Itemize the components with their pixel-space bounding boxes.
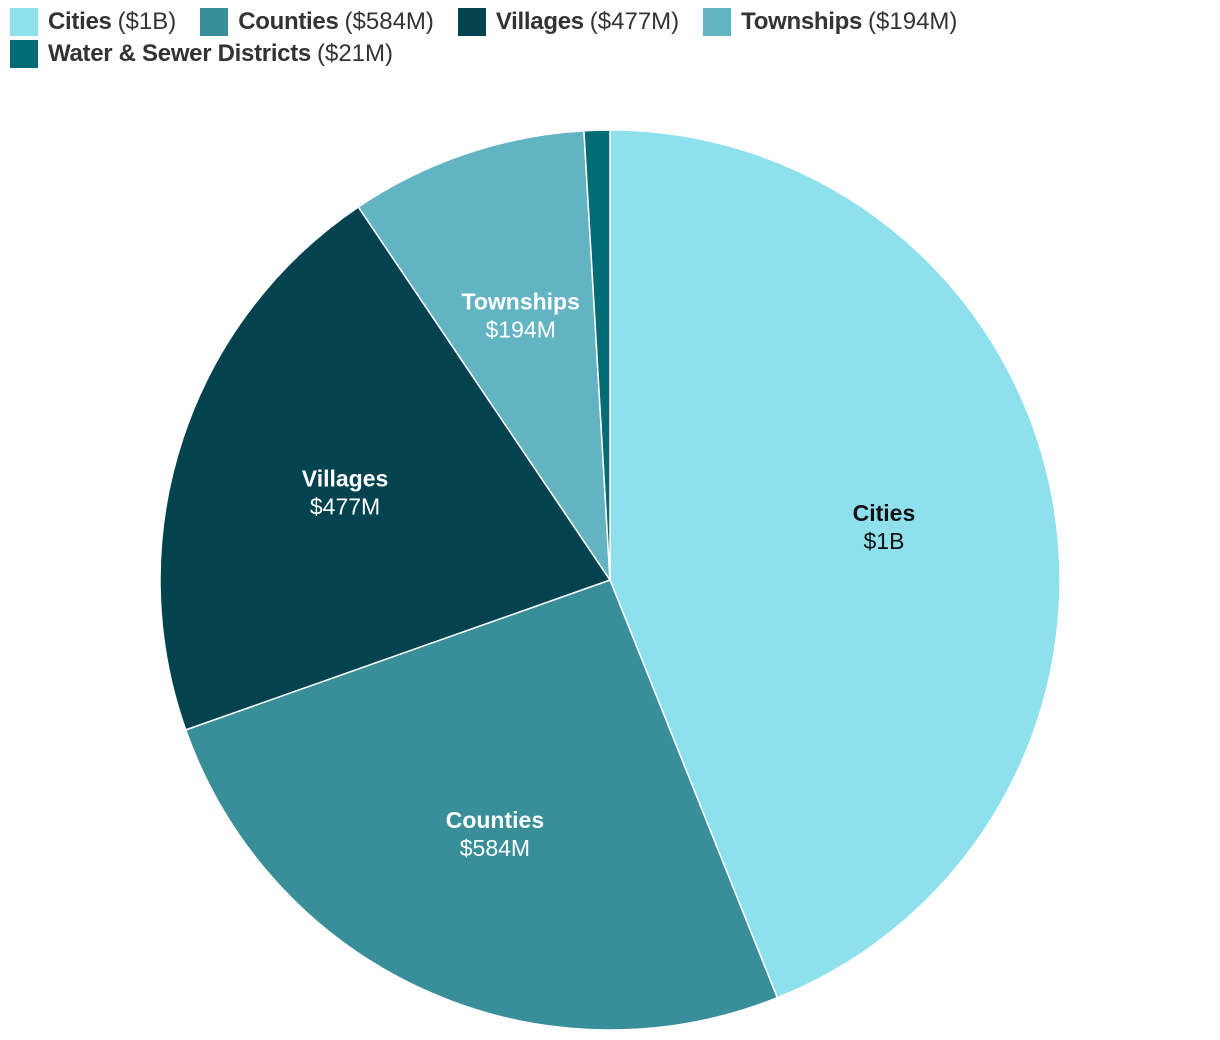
legend-name: Water & Sewer Districts	[48, 40, 311, 67]
legend-swatch-counties	[200, 8, 229, 36]
legend-swatch-townships	[703, 8, 732, 36]
legend-value: ($584M)	[344, 8, 434, 35]
legend-swatch-cities	[10, 8, 38, 36]
legend-item-water-sewer-districts[interactable]: Water & Sewer Districts ($21M)	[10, 40, 393, 68]
slice-label-cities: Cities	[853, 500, 916, 526]
slice-value-cities: $1B	[863, 528, 904, 554]
legend-item-villages[interactable]: Villages ($477M)	[457, 8, 680, 36]
legend-item-counties[interactable]: Counties ($584M)	[200, 8, 434, 36]
legend-item-townships[interactable]: Townships ($194M)	[703, 8, 957, 36]
slice-label-townships: Townships	[462, 289, 580, 315]
pie-slice-villages[interactable]	[159, 205, 612, 731]
slice-value-townships: $194M	[486, 317, 556, 343]
pie-slice-counties[interactable]	[184, 579, 779, 1031]
legend-value: ($194M)	[868, 8, 958, 35]
legend-name: Cities	[48, 8, 112, 35]
legend-swatch-villages	[457, 8, 486, 36]
pie-slice-townships[interactable]	[357, 129, 611, 583]
chart-legend: Cities ($1B) Counties ($584M) Villages (…	[10, 8, 1210, 68]
legend-name: Villages	[495, 8, 584, 35]
legend-name: Counties	[238, 8, 339, 35]
slice-value-counties: $584M	[460, 835, 530, 861]
legend-value: ($1B)	[117, 8, 177, 35]
legend-item-cities[interactable]: Cities ($1B)	[10, 8, 176, 36]
legend-value: ($477M)	[589, 8, 680, 35]
slice-value-villages: $477M	[310, 494, 380, 520]
legend-swatch-water-sewer-districts	[10, 40, 38, 68]
pie-slice-water-sewer-districts[interactable]	[583, 129, 611, 581]
slice-label-counties: Counties	[446, 807, 544, 833]
slice-label-villages: Villages	[302, 466, 389, 492]
pie-slice-cities[interactable]	[609, 129, 1061, 999]
legend-name: Townships	[741, 8, 863, 35]
legend-value: ($21M)	[316, 40, 394, 67]
